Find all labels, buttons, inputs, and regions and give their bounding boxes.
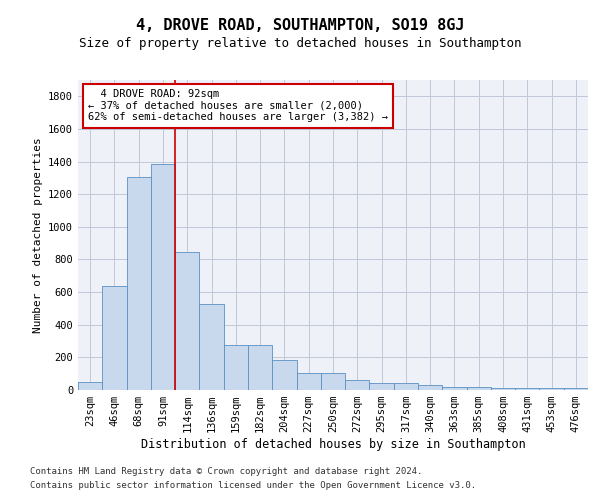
Bar: [442, 386, 467, 390]
Text: Contains HM Land Registry data © Crown copyright and database right 2024.: Contains HM Land Registry data © Crown c…: [30, 467, 422, 476]
Bar: [175, 252, 199, 390]
Bar: [345, 380, 370, 390]
Bar: [539, 388, 564, 390]
Bar: [224, 345, 248, 390]
Bar: [102, 286, 127, 390]
Bar: [515, 388, 539, 390]
Y-axis label: Number of detached properties: Number of detached properties: [32, 137, 43, 333]
Bar: [418, 385, 442, 390]
Text: Contains public sector information licensed under the Open Government Licence v3: Contains public sector information licen…: [30, 481, 476, 490]
Bar: [296, 373, 321, 390]
X-axis label: Distribution of detached houses by size in Southampton: Distribution of detached houses by size …: [140, 438, 526, 451]
Bar: [78, 382, 102, 390]
Bar: [564, 388, 588, 390]
Bar: [127, 177, 151, 390]
Bar: [248, 345, 272, 390]
Bar: [491, 388, 515, 390]
Bar: [151, 164, 175, 390]
Bar: [321, 373, 345, 390]
Text: Size of property relative to detached houses in Southampton: Size of property relative to detached ho…: [79, 38, 521, 51]
Bar: [199, 304, 224, 390]
Bar: [370, 384, 394, 390]
Bar: [467, 386, 491, 390]
Bar: [394, 384, 418, 390]
Text: 4, DROVE ROAD, SOUTHAMPTON, SO19 8GJ: 4, DROVE ROAD, SOUTHAMPTON, SO19 8GJ: [136, 18, 464, 32]
Bar: [272, 360, 296, 390]
Text: 4 DROVE ROAD: 92sqm
← 37% of detached houses are smaller (2,000)
62% of semi-det: 4 DROVE ROAD: 92sqm ← 37% of detached ho…: [88, 90, 388, 122]
